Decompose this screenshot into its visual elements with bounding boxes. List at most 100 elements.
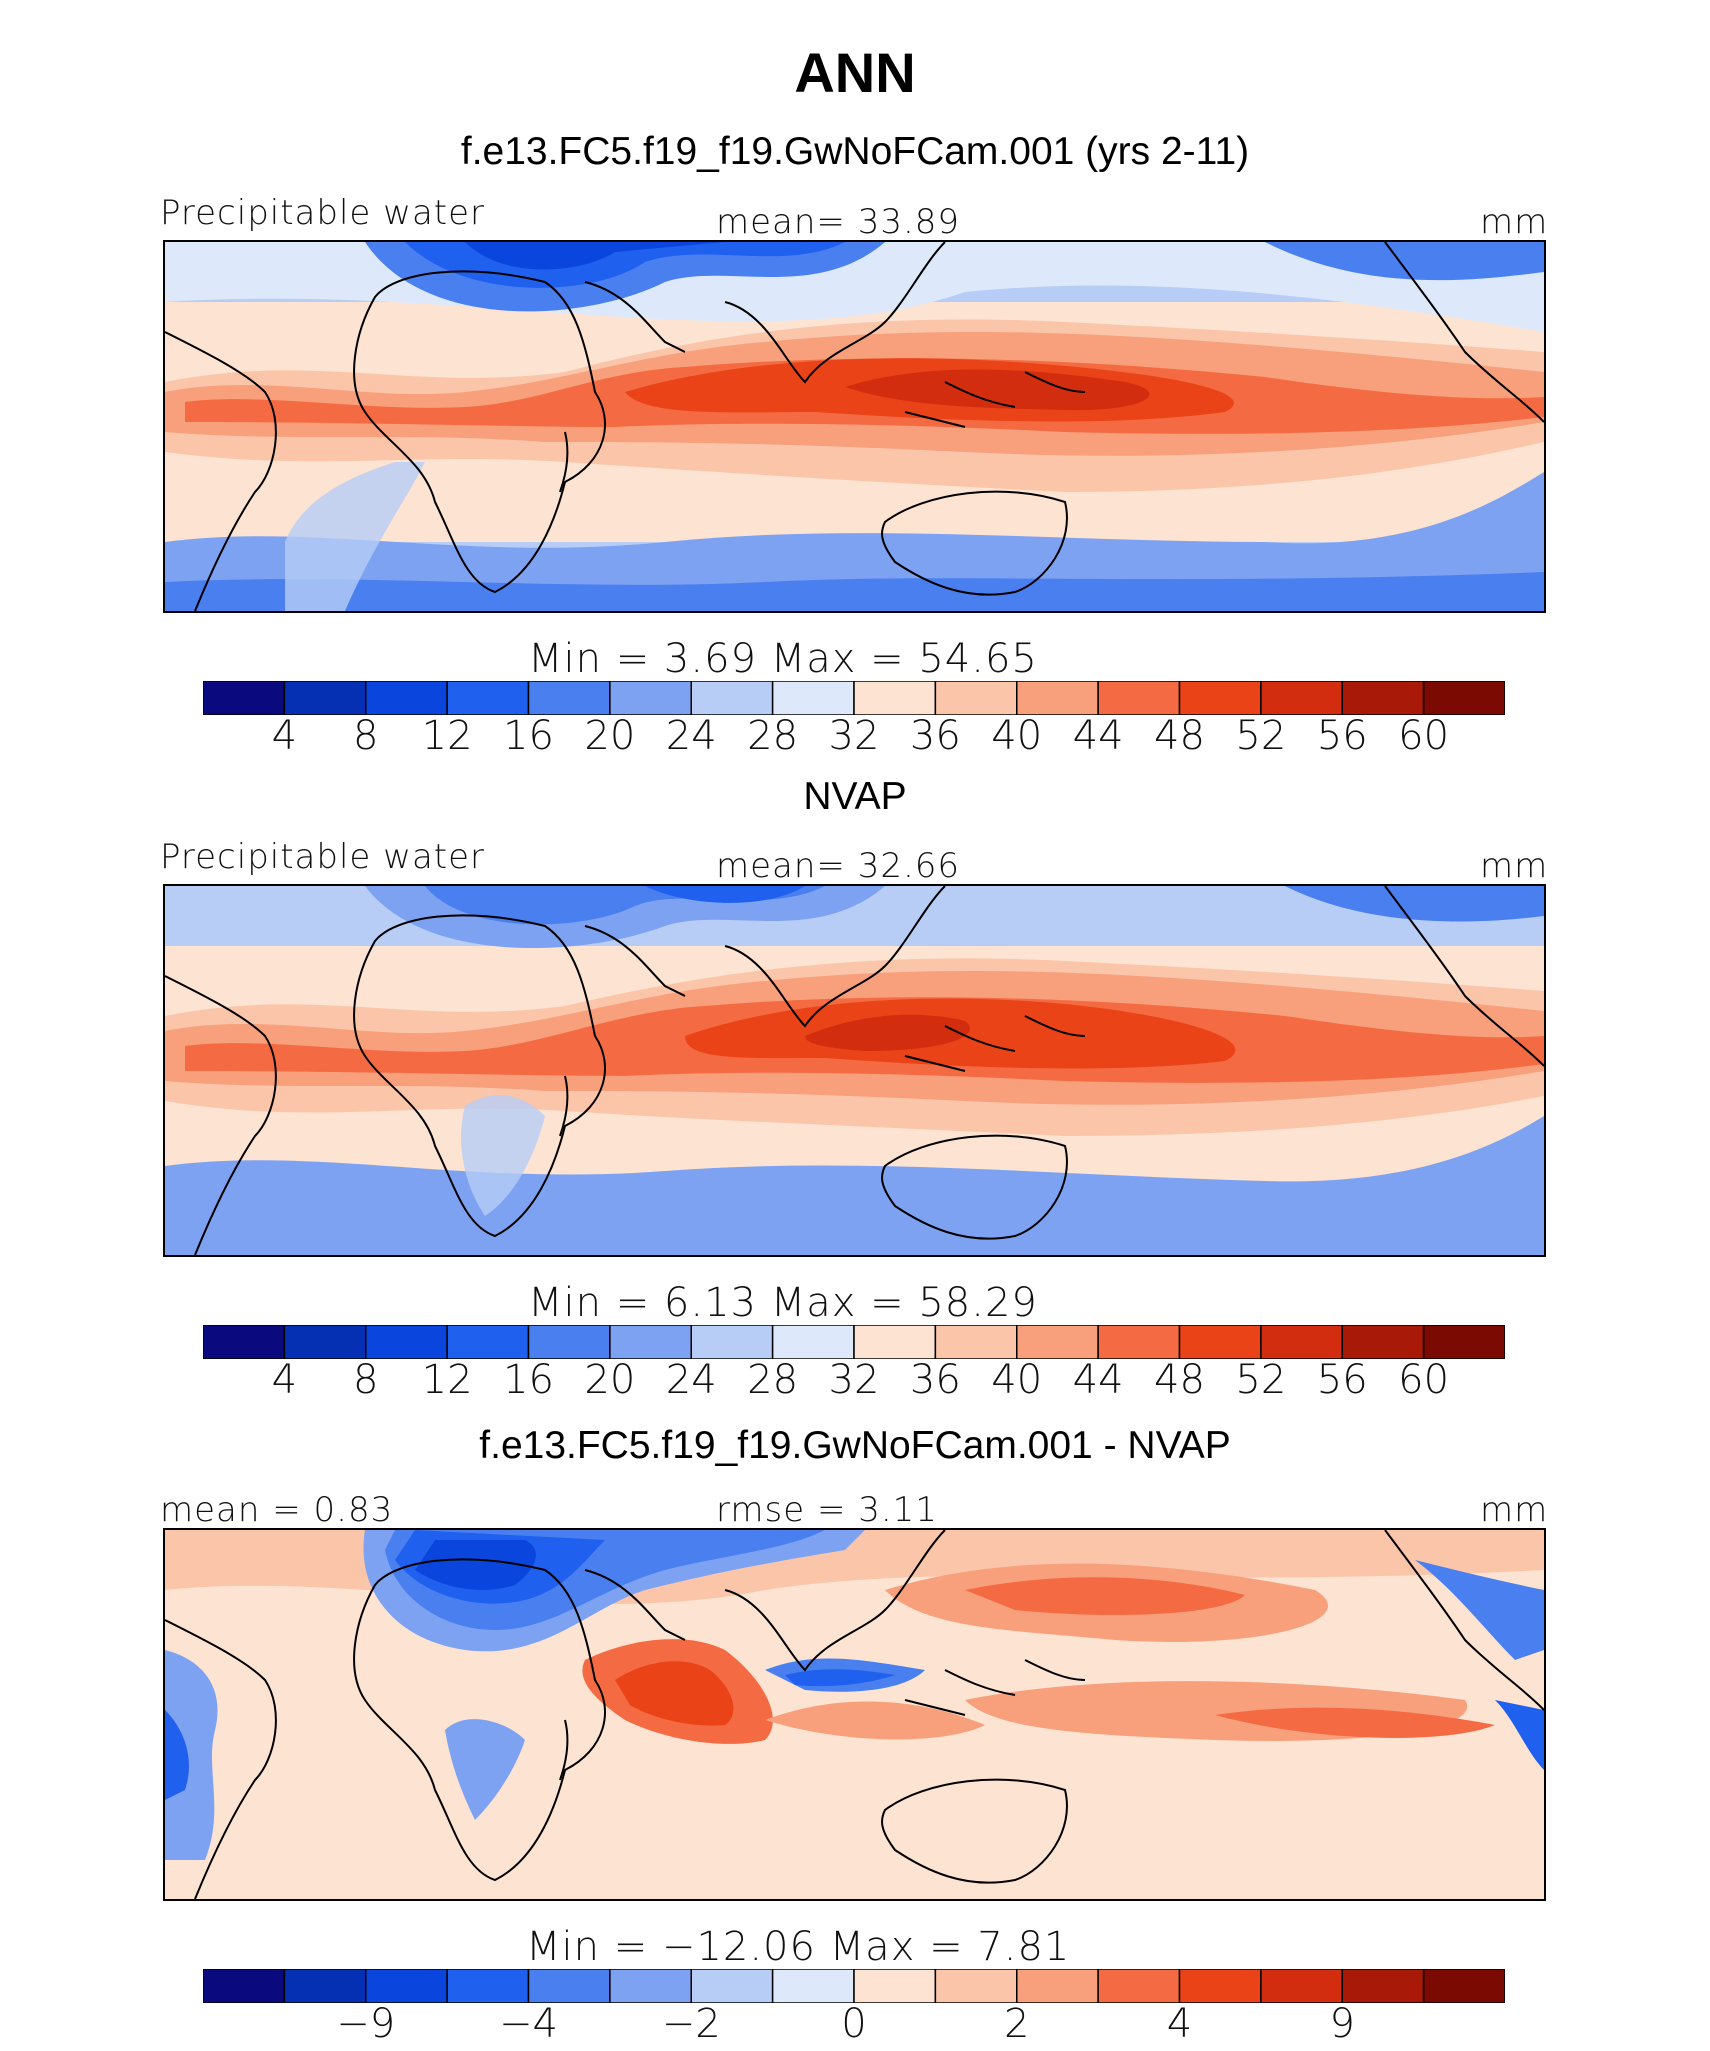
panel-1-title: f.e13.FC5.f19_f19.GwNoFCam.001 (yrs 2-11… (460, 130, 1250, 173)
panel-3-minmax: Min = −12.06 Max = 7.81 (526, 1924, 1071, 1970)
colorbar-swatch (1016, 681, 1099, 715)
panel-2-variable-label: Precipitable water (160, 837, 486, 877)
colorbar-tick-label: 44 (1072, 1357, 1124, 1403)
colorbar-swatch (771, 1969, 855, 2003)
colorbar-swatch (1422, 681, 1505, 715)
colorbar-swatch (1341, 1325, 1425, 1359)
panel-3-units-label: mm (1480, 1490, 1549, 1530)
colorbar-tick-label: 20 (584, 1357, 636, 1403)
colorbar-swatch (446, 681, 530, 715)
colorbar-swatch (853, 681, 937, 715)
colorbar-tick-label: 56 (1316, 1357, 1368, 1403)
panel-1-minmax: Min = 3.69 Max = 54.65 (528, 636, 1038, 682)
colorbar-swatch (527, 1325, 611, 1359)
colorbar-tick-label: 36 (909, 1357, 961, 1403)
colorbar-swatch (1260, 1969, 1344, 2003)
colorbar-tick-label: 28 (747, 1357, 799, 1403)
panel-3-mean-label: mean = 0.83 (160, 1490, 394, 1530)
colorbar-tick-label: 4 (1166, 2001, 1193, 2047)
colorbar-tick-label: 60 (1398, 713, 1450, 759)
panel-3-contours (165, 1530, 1544, 1899)
panel-2-units-label: mm (1480, 846, 1549, 886)
panel-2-colorbar-swatches (203, 1325, 1505, 1359)
colorbar-tick-label: 52 (1235, 1357, 1287, 1403)
colorbar-tick-label: 4 (271, 713, 298, 759)
colorbar-tick-label: 9 (1329, 2001, 1355, 2047)
colorbar-tick-label: 8 (353, 1357, 379, 1403)
colorbar-swatch (1341, 1969, 1425, 2003)
colorbar-tick-label: 48 (1154, 1357, 1205, 1403)
colorbar-swatch (609, 1325, 693, 1359)
colorbar-tick-label: 4 (271, 1357, 298, 1403)
colorbar-swatch (203, 681, 286, 715)
colorbar-swatch (690, 1325, 774, 1359)
panel-1-colorbar-swatches (203, 681, 1505, 715)
panel-1-map (163, 240, 1546, 613)
colorbar-swatch (690, 681, 774, 715)
colorbar-swatch (934, 1325, 1018, 1359)
colorbar-swatch (365, 1969, 448, 2003)
colorbar-swatch (283, 1325, 367, 1359)
panel-2-mean-label: mean= 32.66 (716, 846, 961, 886)
panel-1-contours (165, 242, 1544, 611)
colorbar-tick-label: 12 (421, 1357, 473, 1403)
colorbar-tick-label: 24 (665, 1357, 717, 1403)
colorbar-swatch (1097, 1969, 1181, 2003)
panel-2-colorbar (203, 1325, 1505, 1359)
colorbar-swatch (1016, 1969, 1099, 2003)
colorbar-swatch (1178, 1325, 1262, 1359)
colorbar-tick-label: 40 (991, 1357, 1043, 1403)
colorbar-swatch (1178, 681, 1262, 715)
colorbar-swatch (283, 1969, 367, 2003)
colorbar-tick-label: 32 (828, 713, 880, 759)
colorbar-swatch (771, 681, 855, 715)
panel-3-colorbar-swatches (203, 1969, 1505, 2003)
colorbar-swatch (203, 1325, 286, 1359)
figure-title: ANN (794, 41, 916, 104)
colorbar-tick-label: 20 (584, 713, 636, 759)
panel-2-minmax: Min = 6.13 Max = 58.29 (528, 1280, 1038, 1326)
colorbar-tick-label: 36 (909, 713, 961, 759)
colorbar-swatch (934, 1969, 1018, 2003)
colorbar-swatch (853, 1325, 937, 1359)
colorbar-tick-label: −2 (661, 2001, 721, 2047)
colorbar-swatch (1178, 1969, 1262, 2003)
colorbar-tick-label: 44 (1072, 713, 1124, 759)
colorbar-tick-label: 60 (1398, 1357, 1450, 1403)
colorbar-tick-label: 8 (353, 713, 379, 759)
colorbar-swatch (609, 1969, 693, 2003)
colorbar-swatch (1260, 1325, 1344, 1359)
panel-2-contours (165, 886, 1544, 1255)
colorbar-swatch (446, 1969, 530, 2003)
colorbar-tick-label: 24 (665, 713, 717, 759)
colorbar-swatch (203, 1969, 286, 2003)
colorbar-swatch (1341, 681, 1425, 715)
colorbar-tick-label: 52 (1235, 713, 1287, 759)
panel-1-units-label: mm (1480, 202, 1549, 242)
colorbar-tick-label: 48 (1154, 713, 1205, 759)
colorbar-swatch (365, 1325, 448, 1359)
colorbar-swatch (446, 1325, 530, 1359)
colorbar-swatch (283, 681, 367, 715)
colorbar-tick-label: 16 (503, 1357, 554, 1403)
colorbar-tick-label: 40 (991, 713, 1043, 759)
colorbar-swatch (365, 681, 448, 715)
colorbar-swatch (1016, 1325, 1099, 1359)
panel-3-map (163, 1528, 1546, 1901)
colorbar-swatch (1422, 1325, 1505, 1359)
colorbar-tick-label: 56 (1316, 713, 1368, 759)
colorbar-swatch (1422, 1969, 1505, 2003)
colorbar-swatch (853, 1969, 937, 2003)
panel-1-mean-label: mean= 33.89 (716, 202, 961, 242)
panel-1-variable-label: Precipitable water (160, 193, 486, 233)
colorbar-tick-label: 28 (747, 713, 799, 759)
colorbar-swatch (1097, 681, 1181, 715)
panel-1-colorbar (203, 681, 1505, 715)
colorbar-tick-label: 32 (828, 1357, 880, 1403)
panel-2-map (163, 884, 1546, 1257)
colorbar-swatch (771, 1325, 855, 1359)
colorbar-tick-label: 12 (421, 713, 473, 759)
colorbar-swatch (609, 681, 693, 715)
colorbar-swatch (934, 681, 1018, 715)
colorbar-swatch (527, 681, 611, 715)
